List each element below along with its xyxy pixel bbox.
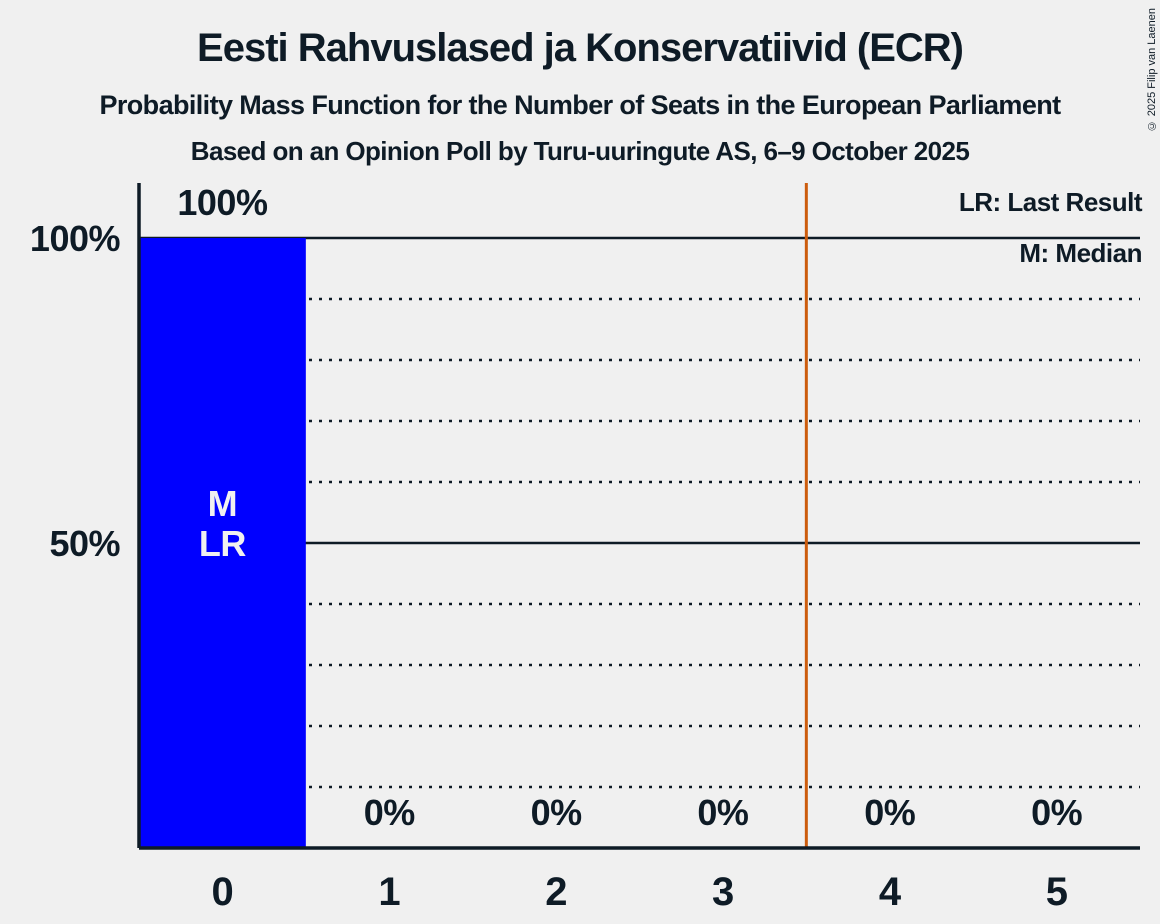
bar-marker-m: M (208, 483, 238, 524)
x-tick-label-4: 4 (879, 870, 902, 914)
chart-poll-info: Based on an Opinion Poll by Turu-uuringu… (190, 136, 970, 166)
bar-value-label-5: 0% (1031, 792, 1083, 833)
chart-title: Eesti Rahvuslased ja Konservatiivid (ECR… (197, 26, 964, 70)
x-tick-label-1: 1 (378, 870, 400, 914)
bar-marker-lr: LR (199, 523, 246, 564)
bar-value-label-4: 0% (864, 792, 916, 833)
x-tick-label-2: 2 (545, 870, 567, 914)
y-tick-label-100: 100% (30, 218, 121, 259)
x-tick-label-5: 5 (1046, 870, 1068, 914)
bar-value-label-0: 100% (177, 182, 268, 223)
legend-last-result: LR: Last Result (958, 187, 1143, 217)
chart-subtitle: Probability Mass Function for the Number… (99, 90, 1061, 120)
legend-median: M: Median (1019, 238, 1142, 268)
copyright-notice: © 2025 Filip van Laenen (1146, 8, 1158, 132)
y-tick-label-50: 50% (49, 523, 120, 564)
bar-value-label-2: 0% (531, 792, 583, 833)
bar-0 (139, 238, 306, 848)
bar-value-label-3: 0% (697, 792, 749, 833)
x-tick-label-0: 0 (212, 870, 234, 914)
bar-value-label-1: 0% (364, 792, 416, 833)
x-tick-label-3: 3 (712, 870, 734, 914)
